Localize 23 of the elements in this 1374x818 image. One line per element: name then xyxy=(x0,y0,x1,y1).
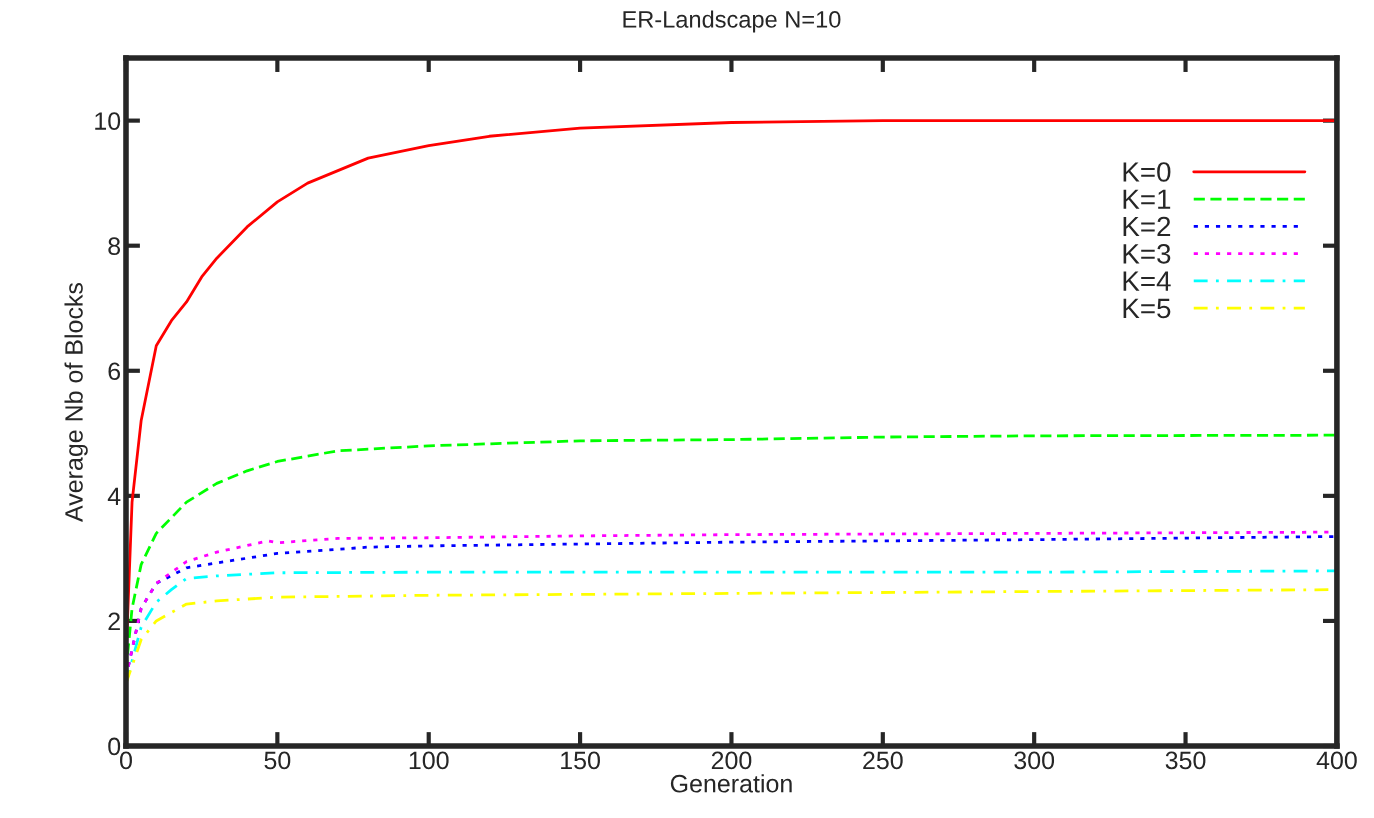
x-tick-label: 250 xyxy=(863,751,903,770)
legend-label: K=2 xyxy=(1123,216,1171,237)
x-tick-label: 150 xyxy=(561,751,600,770)
x-tick-label: 400 xyxy=(1316,751,1357,770)
x-tick-label: 50 xyxy=(264,751,291,770)
x-tick-label: 200 xyxy=(711,751,752,770)
x-tick-label: 100 xyxy=(409,751,449,770)
x-axis-title: Generation xyxy=(670,774,792,793)
y-tick-label: 6 xyxy=(108,362,121,381)
y-tick-label: 0 xyxy=(108,737,121,756)
y-tick-label: 8 xyxy=(108,237,121,255)
chart-title: ER-Landscape N=10 xyxy=(623,10,841,33)
legend-label: K=4 xyxy=(1123,271,1171,291)
x-tick-label: 350 xyxy=(1165,751,1206,770)
legend-label: K=0 xyxy=(1123,162,1171,182)
legend-label: K=3 xyxy=(1123,243,1171,264)
x-tick-label: 300 xyxy=(1014,751,1055,770)
y-axis-title: Average Nb of Blocks xyxy=(64,282,88,522)
y-tick-label: 4 xyxy=(107,487,121,505)
y-tick-label: 2 xyxy=(108,612,120,630)
y-tick-label: 10 xyxy=(95,112,121,130)
legend-label: K=1 xyxy=(1123,189,1171,209)
legend-label: K=5 xyxy=(1123,298,1171,319)
